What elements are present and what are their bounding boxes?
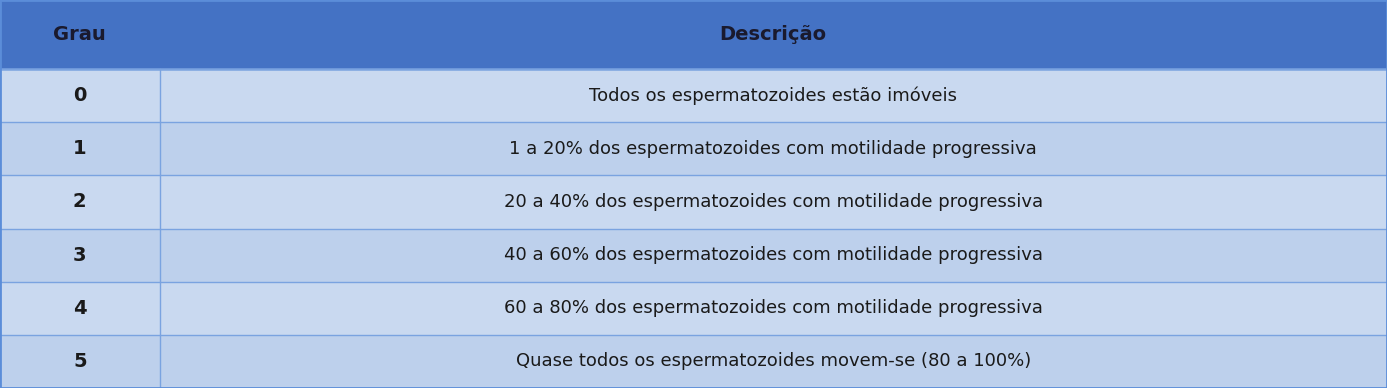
Text: 4: 4	[74, 299, 86, 318]
Text: 5: 5	[74, 352, 86, 371]
Text: 3: 3	[74, 246, 86, 265]
Text: 60 a 80% dos espermatozoides com motilidade progressiva: 60 a 80% dos espermatozoides com motilid…	[503, 299, 1043, 317]
Bar	[0, 335, 1387, 388]
Text: 1: 1	[74, 139, 86, 158]
Text: Grau: Grau	[53, 25, 107, 44]
Bar	[0, 229, 1387, 282]
Text: 20 a 40% dos espermatozoides com motilidade progressiva: 20 a 40% dos espermatozoides com motilid…	[503, 193, 1043, 211]
Bar	[0, 0, 1387, 69]
Bar	[0, 282, 1387, 335]
Bar	[0, 122, 1387, 175]
Bar	[0, 175, 1387, 229]
Text: Todos os espermatozoides estão imóveis: Todos os espermatozoides estão imóveis	[589, 87, 957, 105]
Text: 2: 2	[74, 192, 86, 211]
Text: Descrição: Descrição	[720, 25, 827, 44]
Bar	[0, 69, 1387, 122]
Text: 0: 0	[74, 86, 86, 105]
Text: Quase todos os espermatozoides movem-se (80 a 100%): Quase todos os espermatozoides movem-se …	[516, 352, 1031, 371]
Text: 1 a 20% dos espermatozoides com motilidade progressiva: 1 a 20% dos espermatozoides com motilida…	[509, 140, 1037, 158]
Text: 40 a 60% dos espermatozoides com motilidade progressiva: 40 a 60% dos espermatozoides com motilid…	[503, 246, 1043, 264]
